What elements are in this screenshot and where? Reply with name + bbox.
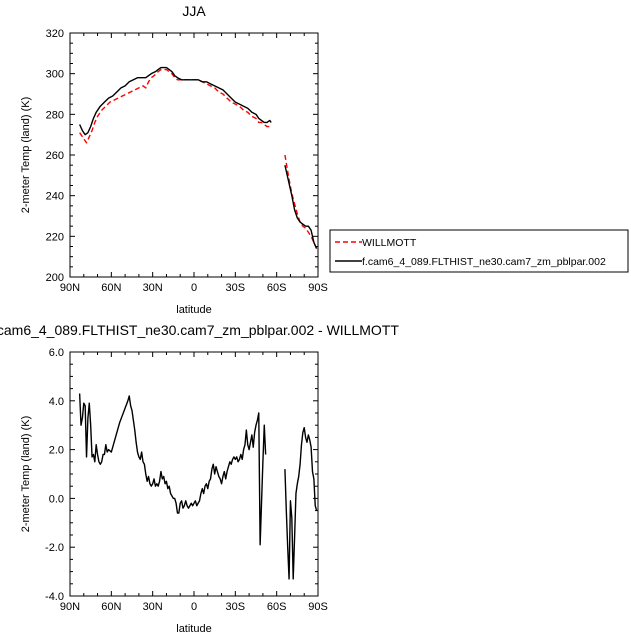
x-tick-label: 90S [308,601,328,613]
plot-frame [69,32,319,278]
chart-title: f.cam6_4_089.FLTHIST_ne30.cam7_zm_pblpar… [0,322,399,338]
series-line [78,393,267,546]
y-tick-label: 220 [46,231,64,243]
y-tick-label: 260 [46,150,64,162]
x-axis-label: latitude [176,304,211,316]
bottom-panel: f.cam6_4_089.FLTHIST_ne30.cam7_zm_pblpar… [0,322,399,635]
x-tick-label: 0 [191,601,197,613]
x-tick-label: 60S [267,282,287,294]
series-group [79,66,318,249]
legend: WILLMOTT f.cam6_4_089.FLTHIST_ne30.cam7_z… [329,229,629,273]
series-line [79,68,272,144]
x-tick-label: 30S [226,282,246,294]
y-tick-label: 320 [46,28,64,40]
x-tick-label: 60N [101,601,121,613]
x-tick-label: 30S [226,601,246,613]
top-panel: JJA 90N 60N 30N 0 30S 60S 90S 200 220 240 260 280 300… [20,3,629,316]
y-tick-label: -2.0 [45,542,64,554]
y-tick-label: 2.0 [49,445,64,457]
series-line [284,165,318,249]
series-group [78,393,318,580]
series-line [79,66,272,136]
y-tick-label: 4.0 [49,396,64,408]
y-tick-label: 0.0 [49,493,64,505]
y-tick-label: 280 [46,109,64,121]
y-tick-label: 300 [46,69,64,81]
y-axis-label: 2-meter Temp (land) (K) [20,97,32,214]
plot-frame [69,351,319,597]
x-tick-label: 30N [143,282,163,294]
x-tick-label: 90N [60,601,80,613]
x-axis-label: latitude [176,623,211,635]
x-tick-label: 90S [308,282,328,294]
y-axis-label: 2-meter Temp (land) (K) [20,416,32,533]
y-tick-label: 6.0 [49,347,64,359]
chart-title: JJA [182,3,206,19]
x-tick-label: 90N [60,282,80,294]
series-line [284,426,318,580]
legend-label: f.cam6_4_089.FLTHIST_ne30.cam7_zm_pblpar… [362,256,606,268]
x-tick-label: 60S [267,601,287,613]
legend-label: WILLMOTT [362,237,417,249]
x-tick-label: 30N [143,601,163,613]
x-tick-label: 60N [101,282,121,294]
y-tick-label: 200 [46,272,64,284]
y-tick-label: -4.0 [45,591,64,603]
y-tick-label: 240 [46,191,64,203]
legend-box [329,229,629,273]
x-tick-label: 0 [191,282,197,294]
